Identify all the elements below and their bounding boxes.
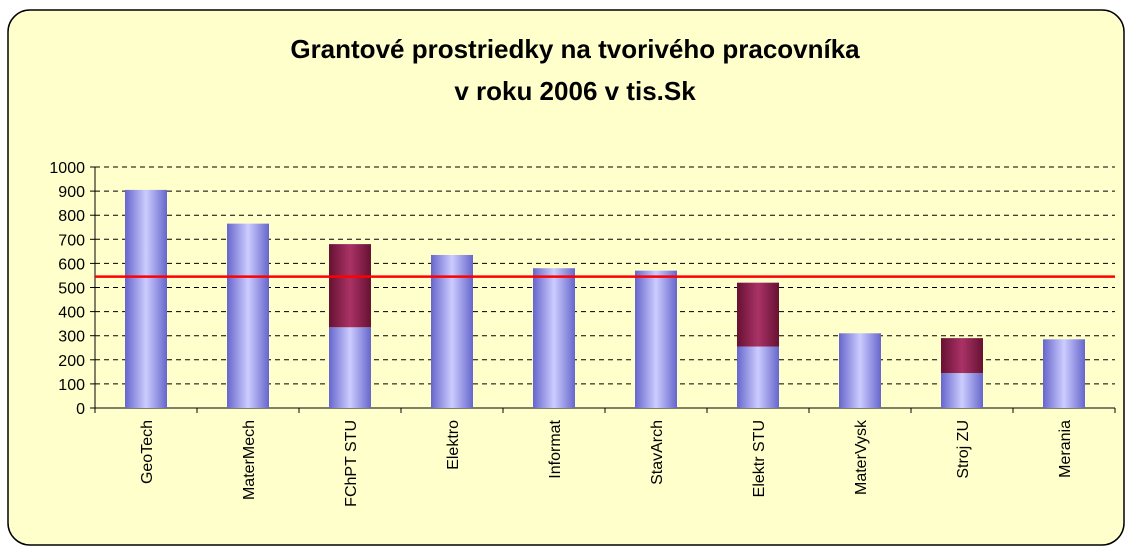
bar bbox=[839, 333, 881, 408]
x-tick-label: MaterMech bbox=[241, 420, 258, 500]
x-tick-label: Informat bbox=[547, 419, 564, 478]
bar bbox=[737, 346, 779, 408]
bar bbox=[941, 338, 983, 374]
x-tick-label: Elektro bbox=[445, 420, 462, 470]
bar bbox=[227, 223, 269, 408]
x-tick-label: FChPT STU bbox=[343, 420, 360, 507]
y-tick-label: 900 bbox=[58, 184, 85, 201]
x-tick-label: Stroj ZU bbox=[955, 420, 972, 479]
y-tick-label: 300 bbox=[58, 329, 85, 346]
y-tick-label: 200 bbox=[58, 353, 85, 370]
y-tick-label: 500 bbox=[58, 281, 85, 298]
bar bbox=[533, 268, 575, 408]
y-tick-label: 800 bbox=[58, 208, 85, 225]
y-tick-label: 0 bbox=[76, 401, 85, 418]
bar bbox=[941, 373, 983, 408]
y-tick-label: 600 bbox=[58, 256, 85, 273]
x-tick-label: MaterVysk bbox=[853, 419, 870, 495]
x-tick-label: Elektr STU bbox=[751, 420, 768, 497]
y-tick-label: 700 bbox=[58, 232, 85, 249]
x-tick-label: StavArch bbox=[649, 420, 666, 485]
chart-title: Grantové prostriedky na tvorivého pracov… bbox=[290, 34, 860, 64]
bar bbox=[329, 327, 371, 408]
y-tick-label: 400 bbox=[58, 305, 85, 322]
x-tick-label: GeoTech bbox=[139, 420, 156, 484]
bar bbox=[635, 270, 677, 408]
bar bbox=[737, 282, 779, 347]
x-tick-label: Merania bbox=[1057, 420, 1074, 478]
bar bbox=[329, 244, 371, 328]
y-tick-label: 1000 bbox=[49, 160, 85, 177]
chart-title: v roku 2006 v tis.Sk bbox=[454, 76, 696, 106]
bar bbox=[125, 189, 167, 408]
bar bbox=[1043, 339, 1085, 408]
bar bbox=[431, 254, 473, 408]
y-tick-label: 100 bbox=[58, 377, 85, 394]
